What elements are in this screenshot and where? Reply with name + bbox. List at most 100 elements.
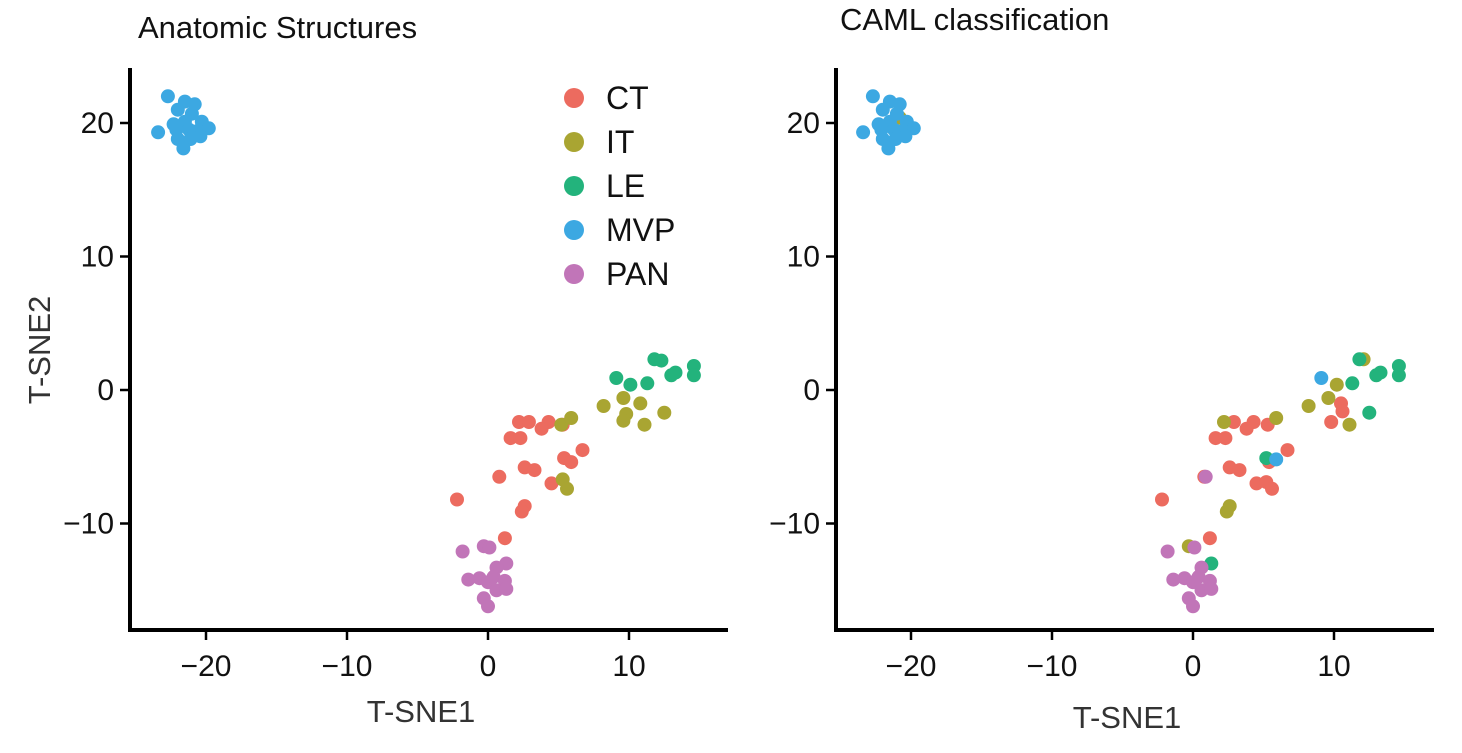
point-it (564, 411, 579, 425)
ticks: −20 −10 0 10 −10 0 10 20 (63, 107, 646, 683)
legend-swatch-mvp (564, 220, 584, 240)
y-tick-label: 20 (787, 107, 820, 140)
point-pan (1187, 540, 1202, 555)
point-it (1219, 504, 1234, 519)
point-ct (544, 476, 559, 491)
y-tick-label: −10 (769, 508, 820, 541)
point-mvp (176, 141, 191, 156)
point-ct (512, 415, 526, 429)
point-pan (1204, 581, 1219, 596)
point-ct (492, 469, 507, 484)
y-axis-label: T-SNE2 (22, 296, 57, 405)
point-pan (1191, 569, 1206, 584)
point-ct (1226, 415, 1241, 429)
x-tick-label: 10 (612, 650, 645, 683)
point-it (633, 396, 648, 411)
point-le (668, 365, 683, 380)
point-ct (1239, 421, 1254, 436)
point-ct (534, 421, 549, 436)
point-ct (503, 431, 518, 446)
point-it (1321, 391, 1336, 405)
point-it (1301, 399, 1316, 413)
x-tick-label: −10 (322, 650, 373, 683)
point-it (1217, 415, 1231, 429)
x-axis-label: T-SNE1 (1073, 700, 1182, 735)
point-mvp (881, 141, 896, 156)
legend-swatch-le (564, 176, 584, 196)
x-tick-label: 10 (1317, 650, 1350, 683)
point-le (1352, 352, 1367, 367)
chart-title: CAML classification (840, 2, 1109, 37)
point-le (1345, 376, 1360, 391)
point-ct (1335, 404, 1350, 419)
point-pan (461, 572, 476, 587)
point-mvp (1314, 371, 1329, 385)
point-pan (1160, 544, 1175, 559)
point-mvp (865, 89, 880, 104)
point-it (637, 417, 652, 432)
point-pan (499, 581, 514, 596)
point-le (686, 368, 701, 383)
point-mvp (875, 102, 890, 117)
point-ct (1265, 481, 1279, 496)
point-ct (497, 531, 512, 546)
point-le (1391, 368, 1406, 383)
y-tick-label: 20 (81, 107, 114, 140)
point-it (1269, 411, 1284, 425)
point-le (1362, 405, 1377, 420)
legend-label-it: IT (606, 124, 634, 160)
legend-label-mvp: MVP (606, 212, 675, 248)
chart-title: Anatomic Structures (138, 10, 417, 45)
point-le (609, 371, 624, 385)
legend-swatch-it (564, 132, 584, 152)
point-ct (513, 431, 528, 446)
point-ct (1280, 443, 1295, 458)
point-pan (1198, 469, 1213, 484)
point-le (623, 377, 638, 392)
legend-label-ct: CT (606, 80, 649, 116)
legend-swatch-pan (564, 264, 584, 284)
ticks: −20 −10 0 10 −10 0 10 20 (769, 107, 1351, 683)
legend-swatch-ct (564, 88, 584, 108)
point-mvp (151, 125, 166, 140)
y-tick-label: −10 (63, 508, 114, 541)
point-it (560, 481, 574, 496)
point-pan (1186, 599, 1200, 614)
axes (128, 68, 728, 632)
x-tick-label: 0 (480, 650, 497, 683)
x-tick-label: −20 (886, 650, 937, 683)
point-mvp (1269, 452, 1284, 467)
point-ct (521, 415, 536, 429)
point-it (657, 405, 672, 420)
axes (834, 68, 1434, 632)
y-tick-label: 0 (97, 374, 114, 407)
x-tick-label: 0 (1185, 650, 1202, 683)
point-it (596, 399, 611, 413)
panel-caml-classification: CAML classification −20 −10 0 10 −10 0 10 20 T-… (769, 2, 1434, 735)
legend-label-pan: PAN (606, 256, 669, 292)
legend-label-le: LE (606, 168, 645, 204)
point-ct (1218, 431, 1233, 446)
point-it (616, 391, 631, 405)
point-ct (1232, 463, 1247, 478)
x-axis-label: T-SNE1 (367, 694, 476, 729)
x-tick-label: −10 (1027, 650, 1078, 683)
legend: CT IT LE MVP PAN (564, 80, 675, 292)
point-ct (1208, 431, 1223, 446)
scatter-points (856, 89, 1406, 614)
point-it (554, 417, 569, 432)
y-tick-label: 0 (803, 374, 820, 407)
scatter-points (151, 89, 701, 614)
x-tick-label: −20 (181, 650, 232, 683)
point-le (654, 353, 669, 368)
point-ct (1324, 415, 1339, 429)
point-mvp (170, 102, 185, 117)
point-ct (564, 455, 579, 470)
panel-anatomic-structures: Anatomic Structures −20 −10 0 10 −10 0 10 20 T-… (22, 10, 728, 729)
point-ct (1202, 531, 1217, 546)
point-ct (514, 504, 529, 519)
point-ct (575, 443, 590, 458)
point-ct (527, 463, 542, 478)
point-le (640, 376, 655, 391)
